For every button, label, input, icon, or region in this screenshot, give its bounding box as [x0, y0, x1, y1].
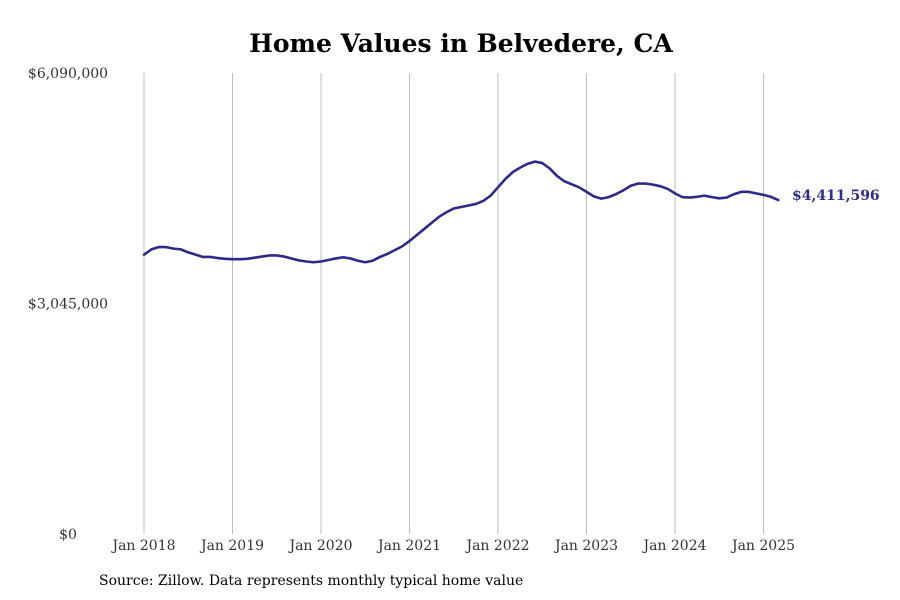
x-tick-label: Jan 2025 [730, 538, 795, 554]
x-tick-label: Jan 2021 [376, 538, 441, 554]
y-tick-label: $6,090,000 [28, 66, 108, 82]
end-value-label: $4,411,596 [792, 188, 880, 204]
x-tick-label: Jan 2020 [287, 538, 352, 554]
grid-lines [143, 73, 764, 534]
x-axis-ticks: Jan 2018 Jan 2019 Jan 2020 Jan 2021 Jan 2022… [110, 538, 795, 554]
x-tick-label: Jan 2022 [464, 538, 529, 554]
y-axis-ticks: $0 $3,045,000 $6,090,000 [28, 66, 108, 543]
series-line [142, 160, 780, 264]
series-layer: $4,411,596 [142, 160, 880, 264]
x-tick-label: Jan 2024 [641, 538, 706, 554]
chart-title: Home Values in Belvedere, CA [249, 29, 673, 58]
x-tick-label: Jan 2019 [199, 538, 264, 554]
y-tick-label: $0 [59, 527, 77, 543]
source-note: Source: Zillow. Data represents monthly … [99, 573, 524, 589]
x-tick-label: Jan 2023 [553, 538, 618, 554]
x-tick-label: Jan 2018 [110, 538, 175, 554]
y-tick-label: $3,045,000 [28, 297, 108, 313]
